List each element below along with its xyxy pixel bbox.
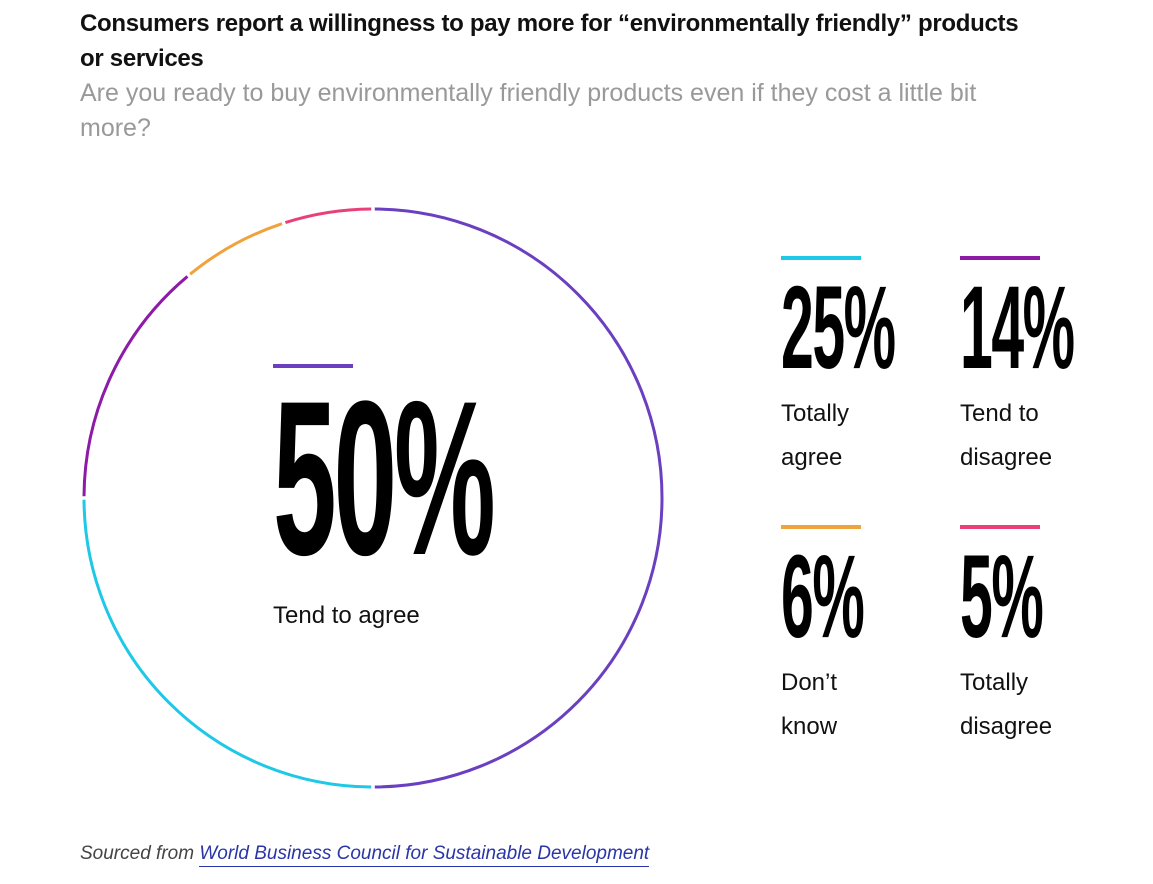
stat-value: 50% xyxy=(273,355,496,601)
stat-color-bar xyxy=(960,256,1040,260)
stat-label-line: disagree xyxy=(960,444,1053,471)
stat-label-line: know xyxy=(781,713,838,740)
stat-value: 6% xyxy=(781,531,865,663)
source-link[interactable]: World Business Council for Sustainable D… xyxy=(199,843,650,867)
source-prefix: Sourced from xyxy=(80,843,195,864)
ring-segment-totally-agree xyxy=(82,499,372,789)
stat-dont-know: 6% Don’t know xyxy=(781,525,946,749)
stat-label-line: Don’t xyxy=(781,669,838,696)
source-note: Sourced from World Business Council for … xyxy=(80,843,650,867)
stat-label-line: Totally xyxy=(781,400,850,427)
ring-segment-don-t-know xyxy=(189,222,283,276)
stat-tend-to-disagree: 14% Tend to disagree xyxy=(960,256,1153,480)
stat-totally-agree: 25% Totally agree xyxy=(781,256,1008,480)
chart-subtitle: Are you ready to buy environmentally fri… xyxy=(80,79,977,142)
stat-totally-disagree: 5% Totally disagree xyxy=(960,525,1125,749)
stat-color-bar xyxy=(781,525,861,529)
ring-segment-tend-to-agree xyxy=(374,207,664,789)
stat-value: 5% xyxy=(960,531,1044,663)
stat-color-bar xyxy=(781,256,861,260)
stat-label: Tend to agree xyxy=(273,602,420,629)
chart-title: Consumers report a willingness to pay mo… xyxy=(80,10,1019,72)
stat-value: 14% xyxy=(960,262,1075,394)
ring-segment-tend-to-disagree xyxy=(82,275,189,497)
stat-label-line: disagree xyxy=(960,713,1053,740)
stat-label-line: Totally xyxy=(960,669,1029,696)
ring-segment-totally-disagree xyxy=(284,207,372,225)
stat-color-bar xyxy=(960,525,1040,529)
stat-label-line: Tend to xyxy=(960,400,1039,427)
stat-label-line: agree xyxy=(781,444,843,471)
stat-value: 25% xyxy=(781,262,896,394)
stat-color-bar xyxy=(273,364,353,368)
stat-tend-to-agree: 50% Tend to agree xyxy=(273,364,695,638)
